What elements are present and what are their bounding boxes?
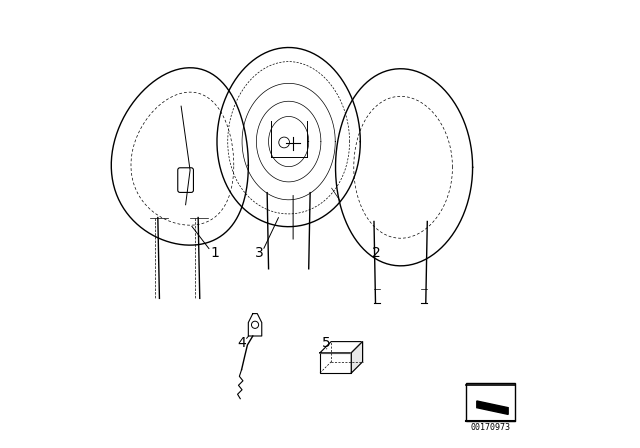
Text: 00170973: 00170973 — [470, 423, 510, 432]
Text: 3: 3 — [255, 246, 264, 260]
Text: 5: 5 — [323, 336, 331, 350]
Text: 1: 1 — [211, 246, 219, 260]
Text: 2: 2 — [372, 246, 380, 260]
Text: 4: 4 — [237, 336, 246, 350]
Polygon shape — [320, 342, 363, 353]
Polygon shape — [351, 342, 363, 373]
Bar — [466, 383, 515, 421]
Polygon shape — [477, 401, 508, 414]
